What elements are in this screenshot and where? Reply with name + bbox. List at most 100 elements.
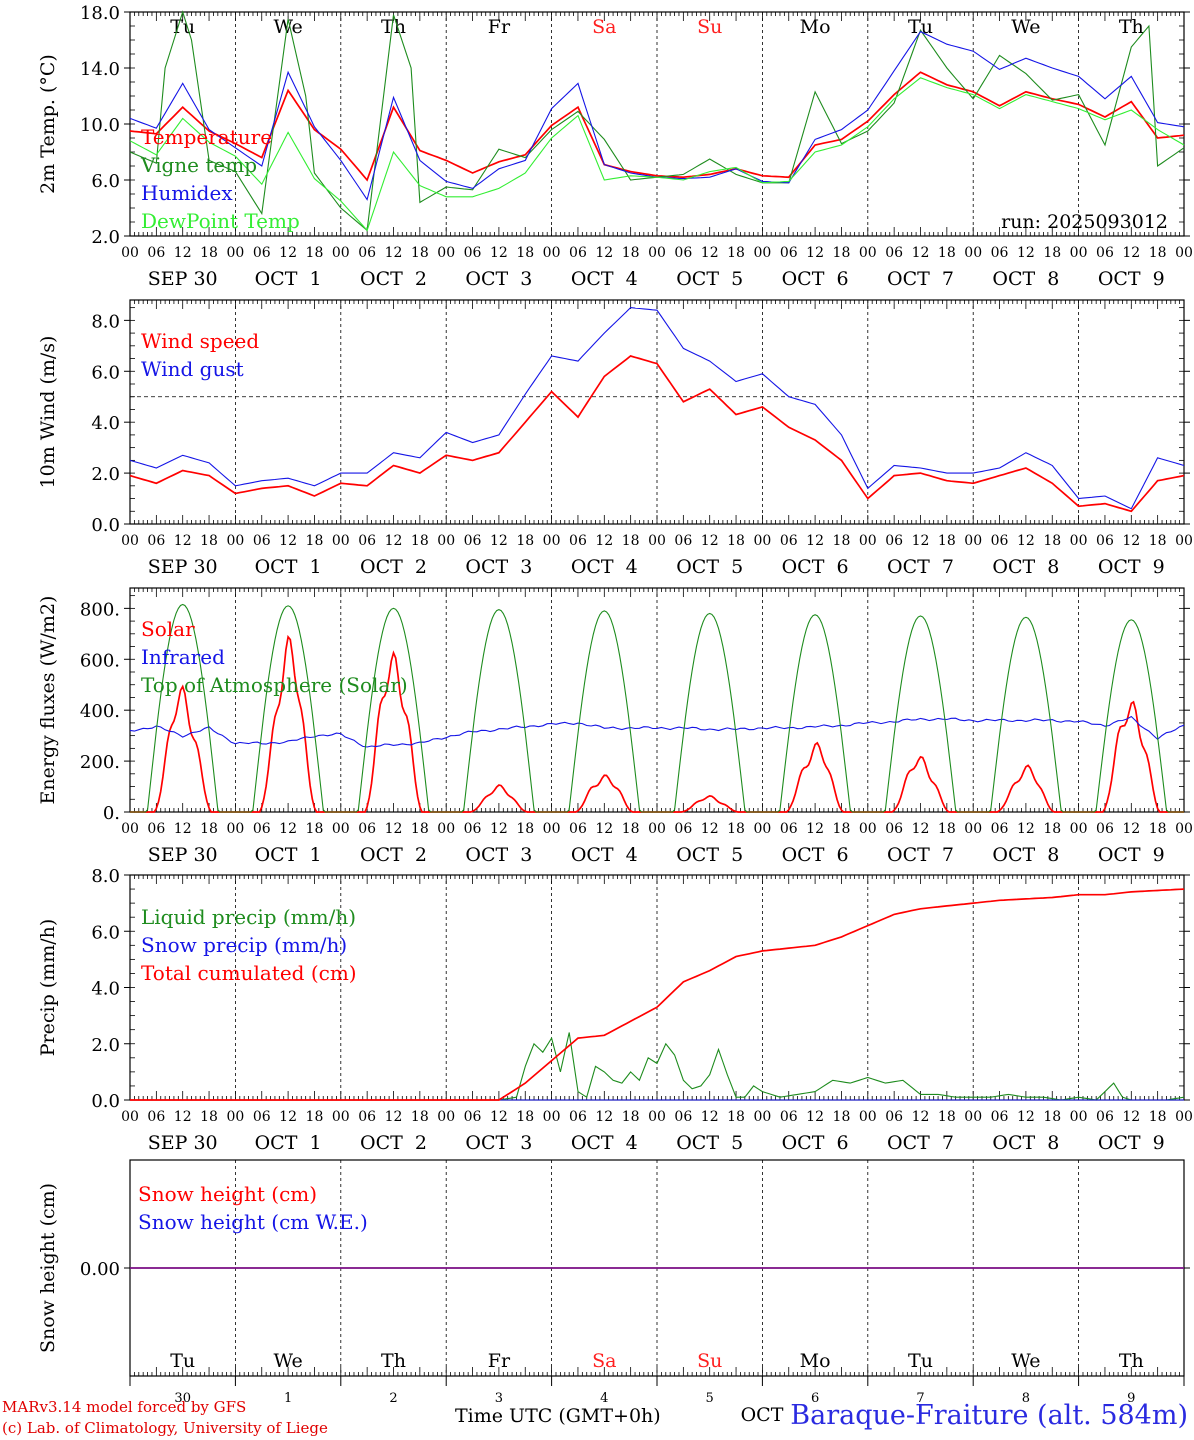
hour-label: 12 — [912, 245, 930, 261]
hour-label: 18 — [833, 533, 851, 549]
hour-label: 18 — [622, 533, 640, 549]
hour-label: 12 — [912, 1109, 930, 1125]
hour-label: 18 — [622, 1109, 640, 1125]
hour-label: 00 — [437, 245, 455, 261]
weekday-label: Tu — [170, 1350, 195, 1372]
hour-label: 06 — [253, 533, 271, 549]
series-line — [129, 715, 1185, 748]
hour-label: 00 — [332, 533, 350, 549]
run-label: run: 2025093012 — [1001, 211, 1168, 233]
series-line — [129, 71, 1185, 182]
legend-entry: Wind gust — [141, 357, 244, 381]
hour-label: 18 — [833, 1109, 851, 1125]
y-tick-label: 18.0 — [80, 3, 120, 24]
legend-entry: Vigne temp — [140, 153, 257, 177]
hour-label: 06 — [1096, 1109, 1114, 1125]
hour-label: 06 — [358, 533, 376, 549]
hour-label: 12 — [806, 1109, 824, 1125]
date-label: OCT 2 — [360, 268, 427, 290]
hour-label: 18 — [622, 245, 640, 261]
hour-label: 00 — [1175, 533, 1193, 549]
y-axis-title: Snow height (cm) — [37, 1183, 59, 1353]
hour-label: 18 — [306, 821, 324, 837]
date-label: OCT 2 — [360, 844, 427, 866]
hour-label: 06 — [991, 245, 1009, 261]
legend-entry: DewPoint Temp — [141, 209, 300, 233]
hour-label: 00 — [648, 821, 666, 837]
y-tick-label: 0.00 — [80, 1259, 120, 1280]
hour-label: 18 — [200, 245, 218, 261]
series-line — [130, 603, 1184, 813]
hour-label: 06 — [464, 533, 482, 549]
hour-label: 18 — [306, 1109, 324, 1125]
date-label: SEP 30 — [148, 268, 218, 290]
date-label: OCT 2 — [360, 556, 427, 578]
hour-label: 18 — [1043, 533, 1061, 549]
hour-label: 18 — [938, 821, 956, 837]
hour-label: 18 — [306, 245, 324, 261]
hour-label: 12 — [595, 245, 613, 261]
hour-label: 06 — [991, 821, 1009, 837]
overlap-label: OCT — [741, 1404, 784, 1426]
weekday-label: Th — [381, 1350, 406, 1372]
hour-label: 00 — [1175, 245, 1193, 261]
hour-label: 18 — [1043, 1109, 1061, 1125]
hour-label: 06 — [147, 533, 165, 549]
date-label: OCT 5 — [676, 556, 743, 578]
weekday-label: We — [1011, 16, 1040, 38]
hour-label: 12 — [490, 245, 508, 261]
hour-label: 00 — [859, 245, 877, 261]
hour-label: 00 — [121, 1109, 139, 1125]
series-line — [129, 355, 1185, 513]
hour-label: 00 — [543, 533, 561, 549]
hour-label: 06 — [358, 1109, 376, 1125]
hour-label: 18 — [1149, 1109, 1167, 1125]
date-label: SEP 30 — [148, 1132, 218, 1154]
legend-entry: Snow height (cm W.E.) — [138, 1210, 368, 1234]
y-tick-label: 0.0 — [91, 1091, 120, 1112]
hour-label: 18 — [516, 821, 534, 837]
date-label: OCT 5 — [676, 844, 743, 866]
hour-label: 12 — [701, 821, 719, 837]
date-label: SEP 30 — [148, 556, 218, 578]
y-tick-label: 2.0 — [91, 464, 120, 485]
hour-label: 12 — [806, 533, 824, 549]
day-number: 8 — [1022, 1391, 1030, 1406]
hour-label: 00 — [648, 245, 666, 261]
hour-label: 18 — [200, 533, 218, 549]
hour-label: 00 — [121, 821, 139, 837]
day-number: 4 — [600, 1391, 608, 1406]
hour-label: 18 — [516, 1109, 534, 1125]
hour-label: 00 — [226, 821, 244, 837]
series-line — [130, 634, 1184, 813]
series-line — [129, 307, 1185, 510]
weekday-label: Mo — [800, 1350, 831, 1372]
plot-frame — [129, 11, 1185, 237]
hour-label: 18 — [411, 245, 429, 261]
y-tick-label: 600. — [80, 650, 120, 671]
hour-label: 06 — [569, 821, 587, 837]
plot-frame — [129, 587, 1185, 813]
hour-label: 00 — [753, 245, 771, 261]
hour-label: 18 — [1149, 821, 1167, 837]
hour-label: 12 — [595, 1109, 613, 1125]
day-number: 9 — [1127, 1391, 1135, 1406]
date-label: OCT 3 — [465, 268, 532, 290]
hour-label: 12 — [174, 245, 192, 261]
hour-label: 06 — [991, 533, 1009, 549]
date-label: OCT 1 — [255, 556, 322, 578]
day-number: 3 — [495, 1391, 503, 1406]
series-line — [130, 888, 1185, 1101]
hour-label: 12 — [595, 821, 613, 837]
legend-entry: Solar — [141, 617, 195, 641]
hour-label: 12 — [279, 1109, 297, 1125]
hour-label: 00 — [332, 1109, 350, 1125]
legend-entry: Top of Atmosphere (Solar) — [141, 673, 408, 697]
legend-entry: Wind speed — [141, 329, 259, 353]
date-label: OCT 9 — [1098, 556, 1165, 578]
hour-label: 06 — [885, 245, 903, 261]
hour-label: 00 — [437, 1109, 455, 1125]
date-label: OCT 6 — [782, 268, 849, 290]
y-axis-title: Precip (mm/h) — [37, 919, 59, 1057]
date-label: OCT 7 — [887, 556, 954, 578]
